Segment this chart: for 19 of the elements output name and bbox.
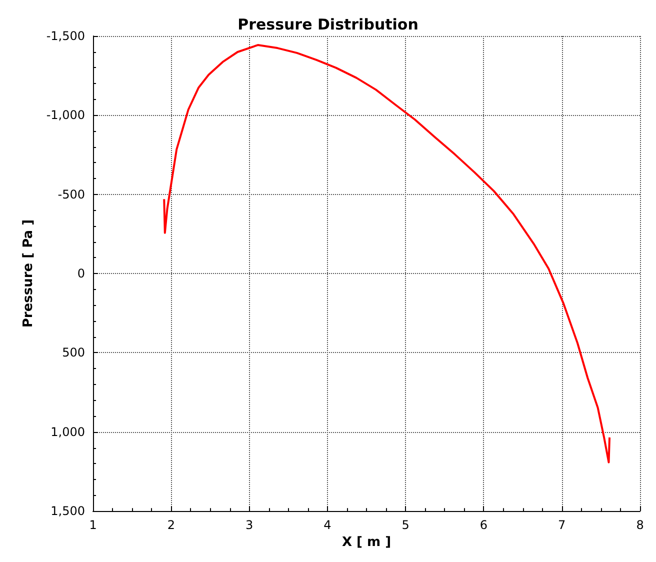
y-tick-label: 0 [77, 266, 85, 281]
x-axis-title: X [ m ] [342, 535, 392, 550]
y-tick-label: -500 [58, 187, 85, 202]
x-tick-label: 6 [480, 518, 488, 532]
y-tick-label: 1,500 [50, 504, 85, 518]
x-tick-label: 5 [402, 518, 410, 532]
x-tick-label: 4 [324, 518, 332, 532]
line-series [163, 44, 611, 464]
x-tick-label: 1 [89, 518, 97, 532]
y-axis-title: Pressure [ Pa ] [21, 219, 36, 328]
chart-title: Pressure Distribution [238, 16, 418, 34]
y-tick-label: 500 [62, 346, 85, 360]
x-tick-label: 3 [245, 518, 254, 532]
y-tick-label: 1,000 [50, 424, 85, 439]
y-tick-label: -1,500 [46, 29, 85, 43]
x-tick-label: 2 [167, 518, 175, 532]
y-tick-label: -1,000 [46, 108, 85, 122]
x-tick-label: 8 [636, 518, 644, 532]
x-tick-label: 7 [558, 518, 566, 532]
